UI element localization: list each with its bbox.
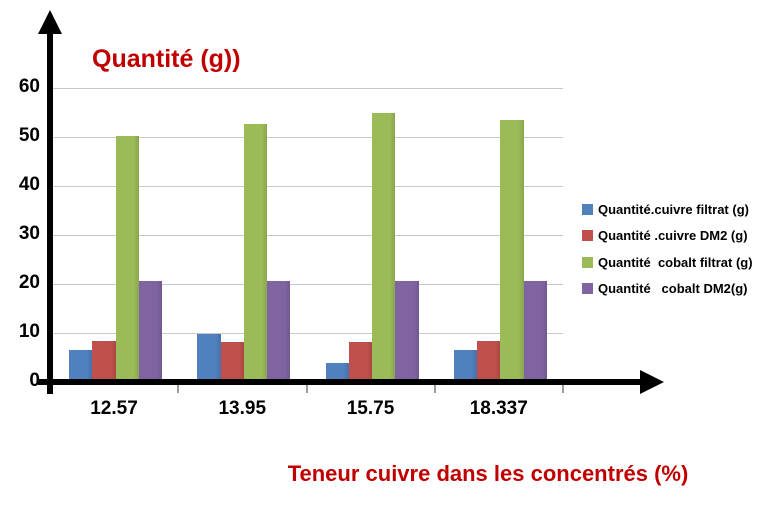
bar-18.337-series4 (523, 280, 547, 382)
x-tick-label: 12.57 (90, 398, 138, 419)
legend-item: Quantité .cuivre DM2 (g) (582, 228, 753, 244)
bar-13.95-series3 (243, 123, 268, 382)
chart-title: Quantité (g)) (92, 45, 241, 73)
gridline-20 (50, 284, 563, 285)
legend-label: Quantité cobalt filtrat (g) (598, 254, 753, 270)
x-axis-tickmark (433, 385, 436, 393)
bar-15.75-series3 (372, 113, 396, 382)
legend-swatch-icon (582, 230, 593, 241)
bar-15.75-series2 (348, 341, 373, 382)
legend-label: Quantité .cuivre DM2 (g) (598, 228, 748, 243)
legend-swatch-icon (582, 203, 593, 215)
y-tick-label: 20 (18, 272, 40, 293)
legend: Quantité.cuivre filtrat (g) Quantité .cui… (582, 201, 753, 307)
bar-13.95-series4 (267, 280, 291, 382)
x-tick-label: 13.95 (218, 398, 267, 419)
gridline-10 (50, 333, 563, 334)
y-tick-label: 40 (18, 174, 40, 195)
legend-swatch-icon (582, 283, 593, 294)
bar-18.337-series3 (500, 119, 524, 382)
legend-item: Quantité.cuivre filtrat (g) (582, 201, 753, 217)
x-axis-tickmark (562, 385, 564, 393)
y-tick-label: 0 (29, 370, 40, 391)
legend-label: Quantité cobalt DM2(g) (598, 281, 748, 296)
legend-item: Quantité cobalt filtrat (g) (582, 254, 753, 270)
x-axis-line (38, 379, 640, 385)
y-axis-line (47, 28, 53, 394)
bar-18.337-series2 (477, 341, 501, 382)
y-tick-label: 10 (18, 321, 40, 342)
x-axis-tickmark (177, 385, 180, 393)
bar-18.337-series1 (453, 350, 478, 382)
legend-label: Quantité.cuivre filtrat (g) (598, 201, 749, 217)
y-tick-label: 60 (18, 76, 40, 97)
y-axis-arrow-icon (38, 10, 62, 34)
gridline-30 (50, 235, 563, 236)
x-tick-label: 15.75 (346, 398, 395, 419)
gridline-50 (50, 137, 563, 138)
bar-12.57-series4 (138, 280, 163, 382)
bar-13.95-series2 (220, 341, 244, 382)
legend-item: Quantité cobalt DM2(g) (582, 281, 753, 297)
bar-15.75-series1 (325, 363, 349, 382)
bar-12.57-series2 (92, 341, 116, 382)
bar-12.57-series1 (69, 350, 93, 382)
gridline-60 (50, 88, 563, 89)
x-axis-title: Teneur cuivre dans les concentrés (%) (287, 461, 689, 486)
x-axis-arrow-icon (640, 370, 664, 394)
bar-13.95-series1 (197, 333, 221, 382)
x-tick-label: 18.337 (469, 398, 528, 419)
gridline-40 (50, 186, 563, 187)
y-tick-label: 50 (18, 125, 40, 146)
legend-swatch-icon (582, 256, 593, 268)
bar-15.75-series4 (395, 280, 419, 382)
x-axis-tickmark (305, 385, 308, 393)
bar-12.57-series3 (115, 135, 139, 382)
y-tick-label: 30 (18, 223, 40, 244)
